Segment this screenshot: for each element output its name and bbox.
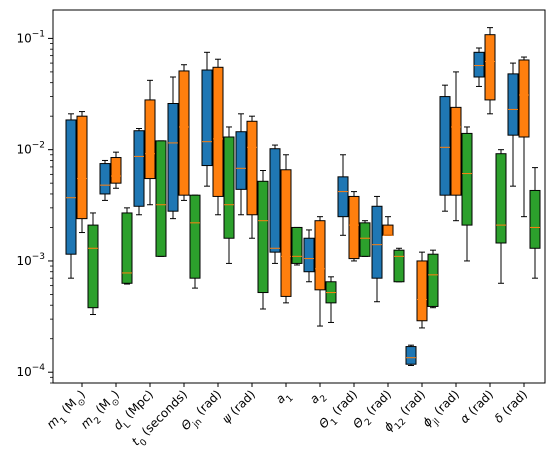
box-s1-6 (235, 113, 247, 216)
box-s1-11 (405, 344, 417, 366)
box-body (235, 131, 247, 190)
box-body (450, 106, 462, 196)
box-s2-9 (348, 191, 360, 262)
box-body (178, 70, 190, 196)
box-body (303, 237, 315, 273)
box-body (382, 224, 394, 236)
box-s1-14 (507, 62, 519, 187)
box-s1-3 (133, 127, 145, 216)
box-body (65, 119, 77, 255)
box-s3-7 (291, 226, 303, 266)
box-s2-1 (76, 111, 88, 234)
plot-elements (65, 27, 541, 366)
box-body (280, 169, 292, 297)
box-s2-5 (212, 58, 224, 216)
box-s2-14 (518, 56, 530, 218)
x-tick-label: δ (rad) (492, 387, 530, 425)
box-s2-12 (450, 71, 462, 222)
plot-area-frame (52, 9, 546, 384)
box-body (473, 51, 485, 78)
box-s2-4 (178, 64, 190, 201)
box-s1-13 (473, 47, 485, 87)
box-body (121, 212, 133, 284)
box-body (416, 260, 428, 322)
box-body (518, 59, 530, 138)
box-body (212, 66, 224, 197)
box-body (337, 176, 349, 218)
box-s3-11 (427, 249, 439, 309)
box-body (393, 249, 405, 283)
box-s2-6 (246, 115, 258, 239)
box-s1-9 (337, 154, 349, 236)
x-tick-label: a1 (273, 387, 296, 410)
box-s2-8 (314, 216, 326, 327)
y-tick-label: 10−3 (16, 252, 45, 268)
box-s3-6 (257, 169, 269, 310)
box-body (87, 224, 99, 309)
box-body (314, 220, 326, 291)
box-s2-2 (110, 151, 122, 189)
box-s2-13 (484, 27, 496, 115)
box-body (133, 130, 145, 207)
box-body (484, 34, 496, 101)
box-s1-12 (439, 84, 451, 212)
x-axis: m1 (M⊙)m2 (M⊙)dL (Mpc)t0 (seconds)Θjn (r… (44, 383, 530, 449)
box-body (201, 69, 213, 167)
box-body (246, 120, 258, 216)
box-body (167, 103, 179, 212)
x-tick-label: a2 (307, 387, 330, 410)
y-tick-label: 10−1 (16, 29, 45, 45)
box-s3-10 (393, 247, 405, 283)
box-body (461, 132, 473, 226)
box-s2-7 (280, 154, 292, 304)
box-body (257, 180, 269, 294)
y-tick-label: 10−2 (16, 141, 45, 157)
box-body (439, 96, 451, 196)
box-body (76, 115, 88, 220)
box-s1-2 (99, 159, 111, 201)
box-s1-4 (167, 76, 179, 220)
box-body (507, 73, 519, 136)
box-body (110, 157, 122, 184)
x-tick-label: ψ (rad) (219, 387, 258, 426)
box-s3-9 (359, 220, 371, 257)
box-s1-5 (201, 51, 213, 187)
box-s2-11 (416, 251, 428, 329)
box-body (495, 153, 507, 244)
box-s1-10 (371, 195, 383, 303)
x-tick-label: ϕjl (rad) (420, 387, 466, 433)
box-body (529, 189, 541, 249)
box-body (427, 253, 439, 307)
box-body (359, 222, 371, 257)
box-s3-4 (189, 194, 201, 289)
box-s3-5 (223, 126, 235, 264)
box-body (269, 148, 281, 253)
box-s1-7 (269, 144, 281, 264)
box-body (405, 346, 417, 365)
box-body (144, 99, 156, 180)
box-s1-1 (65, 113, 77, 279)
box-body (348, 195, 360, 260)
box-s3-12 (461, 126, 473, 262)
y-axis: 10−4 10−3 10−2 10−1 (16, 29, 53, 384)
box-s3-13 (495, 149, 507, 284)
box-body (155, 140, 167, 257)
box-body (291, 226, 303, 264)
box-s3-2 (121, 207, 133, 285)
box-s1-8 (303, 229, 315, 283)
x-tick-label: α (rad) (457, 387, 496, 426)
box-body (99, 163, 111, 195)
box-s3-3 (155, 140, 167, 257)
box-body (371, 205, 383, 279)
box-body (189, 194, 201, 279)
box-s3-1 (87, 212, 99, 316)
box-s2-10 (382, 216, 394, 236)
box-s3-14 (529, 167, 541, 279)
box-body (223, 136, 235, 239)
box-s2-3 (144, 79, 156, 206)
y-tick-label: 10−4 (16, 363, 45, 379)
box-s3-8 (325, 276, 337, 323)
